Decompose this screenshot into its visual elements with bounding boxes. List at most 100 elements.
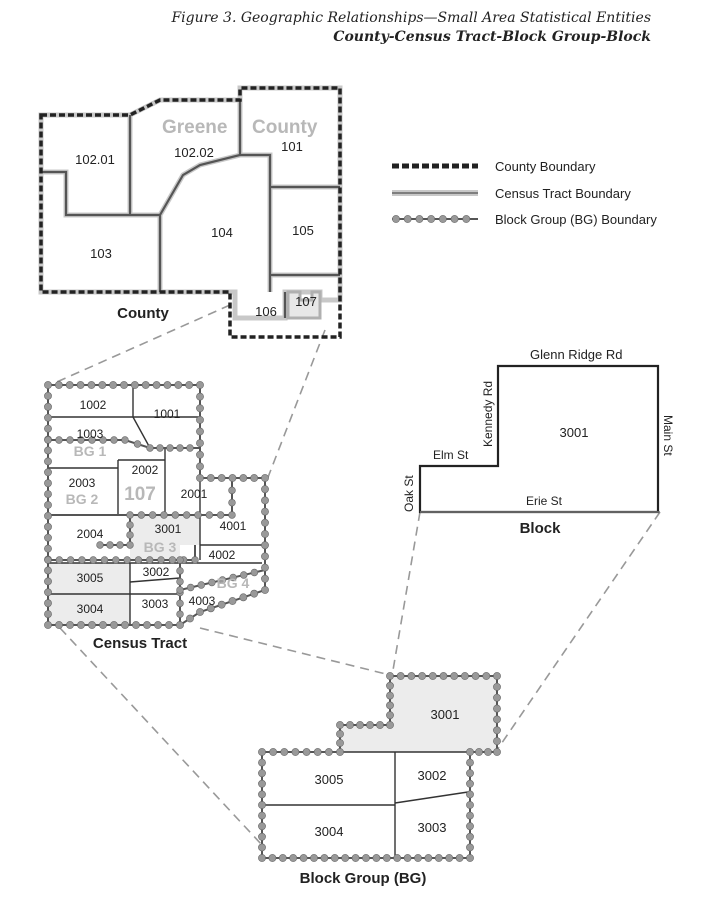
bg-boundary-dot (414, 854, 422, 862)
legend-label-county: County Boundary (495, 159, 596, 174)
bg-boundary-dot (393, 854, 402, 862)
bg-boundary-dot (196, 404, 204, 413)
bg-boundary-dot (44, 413, 52, 422)
county-name-greene: Greene (162, 117, 227, 138)
bg-boundary-dot (382, 854, 391, 862)
street-main-st: Main St (661, 415, 675, 456)
bg-boundary-dot (466, 779, 474, 788)
bg-block-3001: 3001 (431, 707, 460, 722)
legend-label-tract: Census Tract Boundary (495, 186, 631, 201)
bg-boundary-dot (44, 588, 52, 597)
bg-boundary-dot (336, 730, 344, 738)
bg-boundary-dot (44, 577, 52, 586)
bg-boundary-dot (229, 573, 237, 582)
bg-boundary-dot (466, 769, 474, 778)
bg-boundary-dot (471, 672, 480, 680)
connector-block-to-bg-left (391, 511, 421, 677)
street-oak-st: Oak St (402, 475, 416, 512)
block-group-map: 3001 3005 3002 3004 3003 Block Group (BG… (258, 672, 501, 887)
bg-boundary-dot (356, 721, 364, 729)
county-caption: County (117, 305, 169, 322)
bg-boundary-dot (261, 574, 269, 583)
county-boundary (39, 86, 342, 339)
bg-boundary-dot (396, 672, 405, 680)
bg-boundary-dot (191, 556, 199, 564)
bg-boundary-dot (258, 801, 266, 809)
bg-boundary-dot (466, 854, 474, 862)
bg-boundary-dot (196, 450, 204, 459)
bg-boundary-dot (460, 672, 469, 680)
bg-boundary-dot (76, 381, 85, 389)
bg-boundary-dot (418, 672, 426, 680)
bg-boundary-dot (168, 556, 177, 564)
bg-boundary-dot (218, 576, 227, 584)
legend-bg-dots (392, 215, 471, 223)
block-caption: Block (520, 520, 562, 537)
bg-boundary-dot (336, 748, 344, 756)
bg-boundary-dot (77, 436, 85, 444)
tract-label-104: 104 (211, 225, 233, 240)
bg-label-3: BG 3 (144, 539, 177, 555)
bg-boundary-dot (484, 748, 492, 756)
bg-boundary-dot (493, 748, 501, 756)
bg-boundary-dot (176, 599, 184, 608)
tract-block-3002: 3002 (143, 565, 170, 579)
bg-boundary-dot (146, 444, 154, 452)
bg-boundary-dot (386, 711, 394, 720)
bg-boundary-dot (313, 748, 322, 756)
bg-block-3004: 3004 (315, 824, 344, 839)
bg-boundary-dot (186, 444, 194, 452)
bg-boundary-dot (466, 822, 474, 831)
bg-boundary-dot (493, 726, 501, 735)
bg-boundary-dot (493, 704, 501, 713)
bg-boundary-dot (239, 474, 248, 482)
tract-block-3004-shade (48, 594, 130, 625)
tract-number-107: 107 (124, 484, 156, 505)
bg-boundary-dot (196, 392, 204, 401)
tract-label-101: 101 (281, 139, 303, 154)
bg-boundary-dot (310, 854, 318, 862)
bg-boundary-dot (268, 854, 277, 862)
bg-boundary-dot (217, 600, 226, 609)
bg-boundary-dot (269, 748, 278, 756)
bg-boundary-dot (171, 511, 180, 519)
bg-boundary-dot (240, 571, 248, 579)
bg-boundary-dot (126, 511, 134, 519)
bg-boundary-dot (386, 691, 394, 700)
bg-boundary-dot (206, 474, 215, 482)
bg-boundary-dot (450, 672, 459, 680)
bg-boundary-dot (174, 381, 183, 389)
bg-boundary-dot (299, 854, 308, 862)
bg-boundary-dot (324, 748, 333, 756)
bg-boundary-dot (217, 474, 226, 482)
block-map: Glenn Ridge Rd Kennedy Rd Elm St Oak St … (402, 347, 675, 537)
bg-boundary-dot (176, 577, 184, 586)
bg-boundary-dot (228, 474, 237, 482)
bg-boundary-dot (44, 544, 52, 553)
bg-boundary-dot (126, 531, 134, 539)
bg-boundary-dot (44, 512, 52, 520)
bg-boundary-dot (493, 682, 501, 691)
bg-boundary-dot (44, 533, 52, 542)
tract-label-103: 103 (90, 246, 112, 261)
bg-boundary-dot (228, 511, 236, 519)
bg-boundary-dot (258, 769, 266, 778)
bg-boundary-dot (258, 811, 266, 820)
county-name-county: County (252, 117, 318, 138)
bg-boundary-dot (261, 541, 269, 550)
bg-boundary-dot (462, 215, 471, 223)
bg-boundary-dot (424, 854, 433, 862)
bg-boundary-dot (44, 392, 52, 400)
bg-boundary-dot (466, 758, 474, 767)
tract-block-2002: 2002 (132, 463, 159, 477)
bg-boundary-dot (146, 556, 154, 564)
bg-boundary-dot (157, 556, 165, 564)
bg-boundary-dot (196, 474, 204, 482)
bg-boundary-dot (137, 511, 146, 519)
bg-boundary-dot (44, 566, 52, 575)
bg-boundary-dot (152, 381, 161, 389)
legend-label-bg: Block Group (BG) Boundary (495, 212, 657, 227)
bg-boundary-dot (126, 521, 134, 529)
county-tract-boundaries-core (41, 100, 340, 318)
bg-boundary-dot (121, 621, 129, 629)
